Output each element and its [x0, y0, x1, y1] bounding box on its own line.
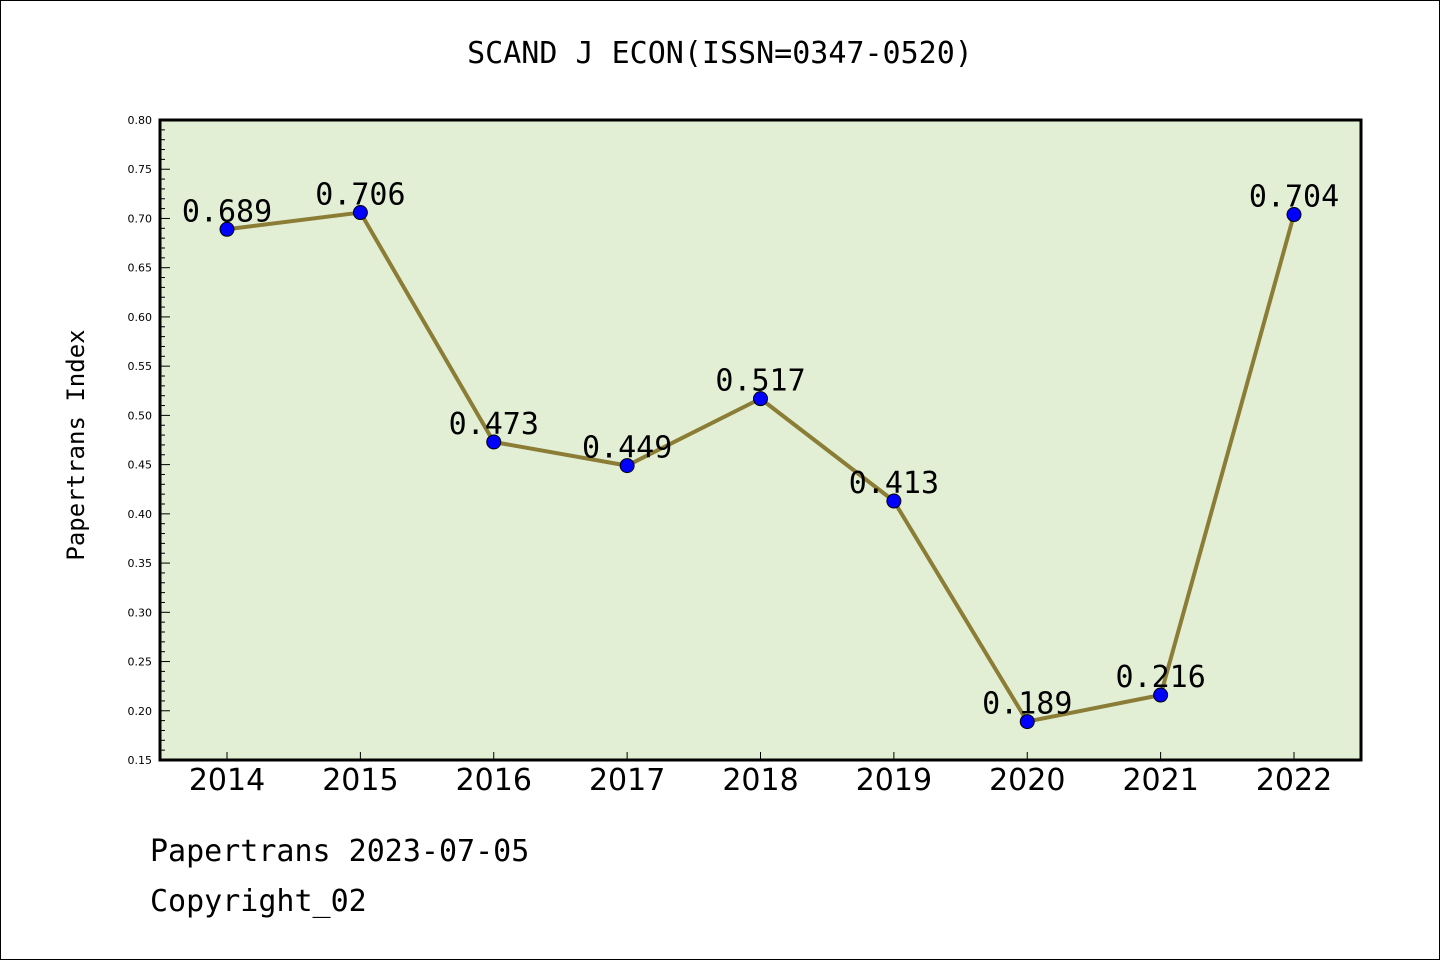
data-label: 0.704	[1249, 180, 1339, 215]
data-label: 0.689	[182, 194, 272, 229]
x-tick-label: 2015	[322, 763, 398, 798]
y-tick-label: 0.70	[128, 212, 153, 225]
y-tick-label: 0.30	[128, 606, 153, 619]
chart-title: SCAND J ECON(ISSN=0347-0520)	[467, 36, 973, 71]
data-label: 0.473	[449, 407, 539, 442]
x-tick-label: 2017	[589, 763, 665, 798]
footer-date-text: Papertrans 2023-07-05	[150, 834, 530, 869]
y-tick-label: 0.45	[128, 459, 153, 472]
x-tick-label: 2016	[456, 763, 532, 798]
plot-border	[158, 118, 1363, 762]
y-tick-label: 0.15	[128, 754, 153, 767]
data-label: 0.189	[982, 687, 1072, 722]
y-tick-label: 0.75	[128, 163, 153, 176]
data-point	[1286, 207, 1302, 223]
data-point	[886, 493, 902, 509]
y-tick-label: 0.25	[128, 656, 153, 669]
x-tick-label: 2014	[189, 763, 265, 798]
x-tick-label: 2020	[989, 763, 1065, 798]
data-point	[619, 458, 635, 474]
y-tick-label: 0.40	[128, 508, 153, 521]
data-point	[1019, 714, 1035, 730]
data-label: 0.413	[849, 466, 939, 501]
footer-copyright-text: Copyright_02	[150, 884, 367, 919]
x-tick-label: 2018	[722, 763, 798, 798]
y-tick-label: 0.35	[128, 557, 153, 570]
y-tick-label: 0.55	[128, 360, 153, 373]
y-tick-label: 0.80	[128, 114, 153, 127]
data-label: 0.449	[582, 431, 672, 466]
y-tick-label: 0.65	[128, 262, 153, 275]
data-point	[1153, 687, 1169, 703]
data-label: 0.517	[715, 364, 805, 399]
data-point	[219, 221, 235, 237]
x-tick-label: 2022	[1256, 763, 1332, 798]
x-tick-label: 2019	[856, 763, 932, 798]
y-tick-label: 0.60	[128, 311, 153, 324]
data-point	[486, 434, 502, 450]
x-tick-label: 2021	[1122, 763, 1198, 798]
plot-area	[160, 120, 1361, 760]
data-point	[352, 205, 368, 221]
y-tick-label: 0.20	[128, 705, 153, 718]
data-label: 0.216	[1115, 660, 1205, 695]
data-point	[753, 391, 768, 407]
data-label: 0.706	[315, 178, 405, 213]
y-tick-label: 0.50	[128, 409, 153, 422]
y-axis-label: Papertrans Index	[62, 329, 90, 560]
